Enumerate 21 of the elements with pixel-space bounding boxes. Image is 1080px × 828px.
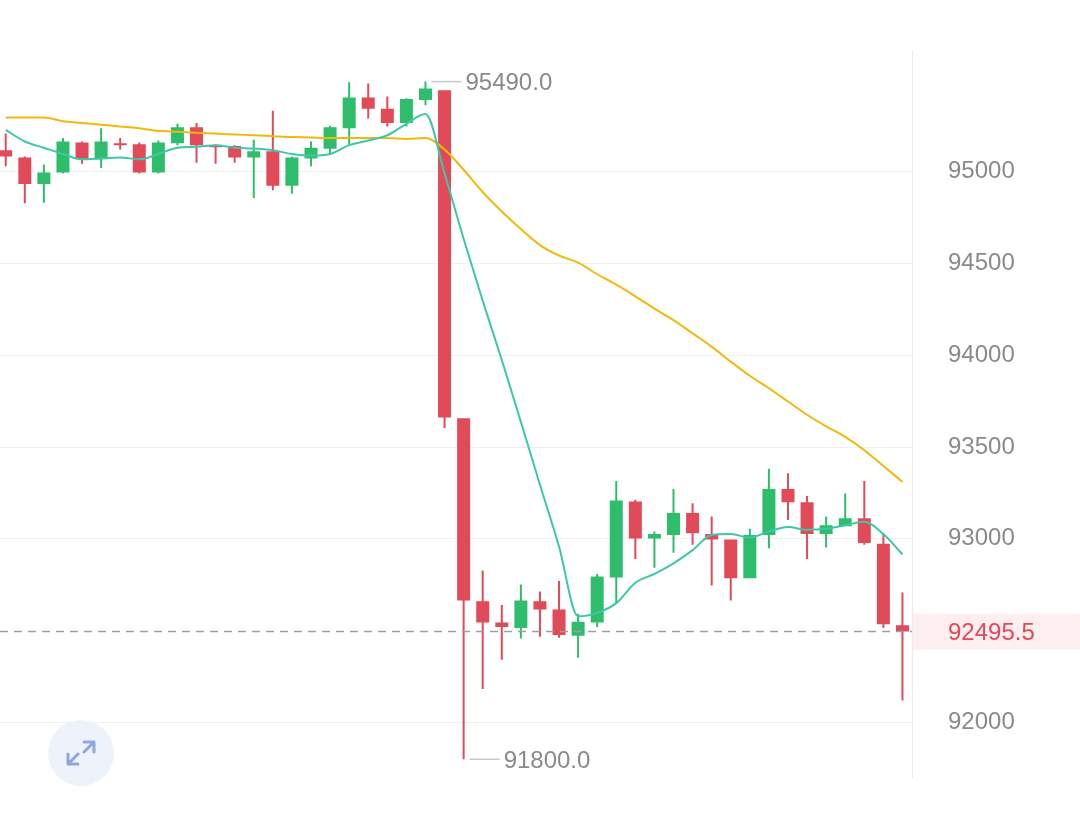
candlestick (361, 83, 375, 119)
ref-line-label: 92495.5 (948, 618, 1035, 646)
line-series (4, 113, 904, 618)
y-tick-label: 93000 (948, 523, 1015, 551)
candlestick (647, 531, 661, 568)
candlestick (113, 138, 127, 150)
annotation: 91800.0 (503, 745, 591, 773)
candlestick (895, 592, 909, 701)
candlestick (0, 133, 13, 167)
candlestick (418, 81, 432, 106)
candlestick (247, 139, 261, 199)
candlestick (476, 570, 490, 689)
y-tick-label: 92000 (948, 707, 1015, 735)
candlestick (495, 604, 509, 660)
candlestick (533, 591, 547, 637)
line-series (4, 116, 904, 483)
y-tick-label: 95000 (948, 156, 1015, 184)
y-tick-label: 94000 (948, 339, 1015, 367)
y-tick-label: 94500 (948, 248, 1015, 276)
annotation: 95490.0 (465, 68, 553, 96)
y-tick-label: 93500 (948, 431, 1015, 459)
